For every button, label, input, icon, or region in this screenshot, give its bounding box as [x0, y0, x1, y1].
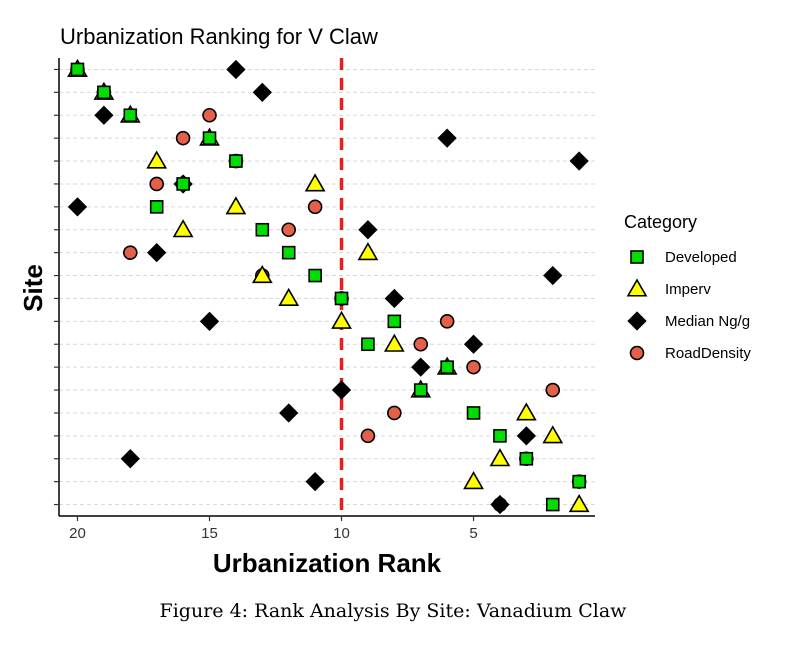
point-imperv	[383, 333, 405, 352]
legend-label: Median Ng/g	[665, 313, 750, 330]
point-imperv	[568, 493, 590, 513]
x-axis-title: Urbanization Rank	[213, 548, 442, 578]
point-imperv	[225, 196, 247, 215]
point-roaddensity	[175, 130, 191, 146]
point-imperv	[542, 425, 564, 444]
gridlines	[59, 68, 595, 506]
data-points	[67, 58, 590, 515]
y-axis-title: Site	[18, 264, 48, 312]
point-median-ng-g	[463, 334, 484, 354]
point-developed	[440, 360, 454, 374]
point-median-ng-g	[147, 243, 167, 263]
point-developed	[308, 268, 322, 283]
point-developed	[387, 314, 402, 329]
legend-label: Developed	[665, 249, 737, 266]
point-imperv	[489, 448, 511, 467]
point-roaddensity	[545, 382, 561, 398]
x-tick-label: 5	[469, 525, 477, 542]
point-developed	[70, 62, 85, 77]
legend-label: RoadDensity	[665, 345, 751, 362]
point-median-ng-g	[543, 265, 563, 286]
point-roaddensity	[202, 107, 217, 123]
point-roaddensity	[307, 199, 323, 215]
point-median-ng-g	[226, 59, 246, 80]
point-median-ng-g	[411, 357, 431, 377]
point-imperv	[463, 471, 484, 490]
point-developed	[149, 200, 164, 214]
point-imperv	[172, 219, 194, 238]
point-imperv	[331, 310, 352, 329]
point-imperv	[146, 150, 168, 169]
point-median-ng-g	[437, 128, 457, 148]
point-median-ng-g	[67, 197, 88, 217]
scatter-chart: Urbanization Ranking for V Claw 20 15 10 5 …	[18, 24, 751, 578]
legend-key	[627, 311, 647, 331]
point-developed	[97, 85, 111, 100]
point-developed	[572, 474, 586, 489]
point-imperv	[251, 264, 273, 284]
point-developed	[519, 451, 534, 466]
point-developed	[202, 131, 217, 145]
legend-label: Imperv	[665, 281, 711, 298]
point-median-ng-g	[279, 403, 299, 423]
legend-key	[629, 345, 645, 361]
point-median-ng-g	[569, 151, 589, 171]
point-developed	[255, 222, 270, 237]
point-median-ng-g	[252, 82, 272, 102]
point-developed	[493, 429, 507, 443]
point-roaddensity	[387, 405, 402, 421]
point-roaddensity	[413, 336, 429, 352]
point-developed	[334, 291, 349, 306]
point-developed	[545, 497, 560, 512]
legend: Category Developed Imperv Median Ng/g RoadD…	[624, 212, 751, 362]
point-roaddensity	[360, 428, 376, 444]
point-imperv	[357, 242, 379, 261]
point-roaddensity	[439, 314, 455, 329]
point-imperv	[278, 287, 300, 307]
point-developed	[413, 383, 428, 397]
point-median-ng-g	[490, 494, 510, 515]
point-median-ng-g	[331, 380, 352, 400]
chart-title: Urbanization Ranking for V Claw	[60, 24, 378, 49]
point-roaddensity	[149, 176, 164, 192]
point-roaddensity	[281, 222, 297, 238]
figure-caption: Figure 4: Rank Analysis By Site: Vanadiu…	[159, 600, 627, 622]
point-median-ng-g	[358, 220, 378, 240]
legend-key	[626, 278, 648, 297]
legend-title: Category	[624, 212, 697, 232]
point-developed	[361, 337, 375, 352]
point-roaddensity	[122, 245, 138, 260]
point-developed	[176, 177, 190, 191]
x-tick-label: 10	[333, 525, 350, 542]
point-imperv	[515, 402, 537, 421]
point-median-ng-g	[516, 426, 536, 446]
point-median-ng-g	[384, 288, 404, 309]
point-median-ng-g	[94, 105, 114, 125]
axes: 20 15 10 5	[54, 58, 595, 542]
x-tick-label: 15	[201, 525, 218, 542]
point-median-ng-g	[305, 472, 325, 492]
point-imperv	[304, 173, 326, 192]
point-developed	[466, 406, 481, 420]
point-developed	[229, 154, 243, 168]
legend-key	[630, 250, 644, 264]
point-roaddensity	[466, 359, 481, 375]
point-developed	[281, 245, 296, 260]
point-developed	[123, 108, 138, 123]
point-median-ng-g	[199, 311, 220, 331]
x-tick-label: 20	[69, 525, 86, 542]
point-median-ng-g	[120, 449, 140, 469]
